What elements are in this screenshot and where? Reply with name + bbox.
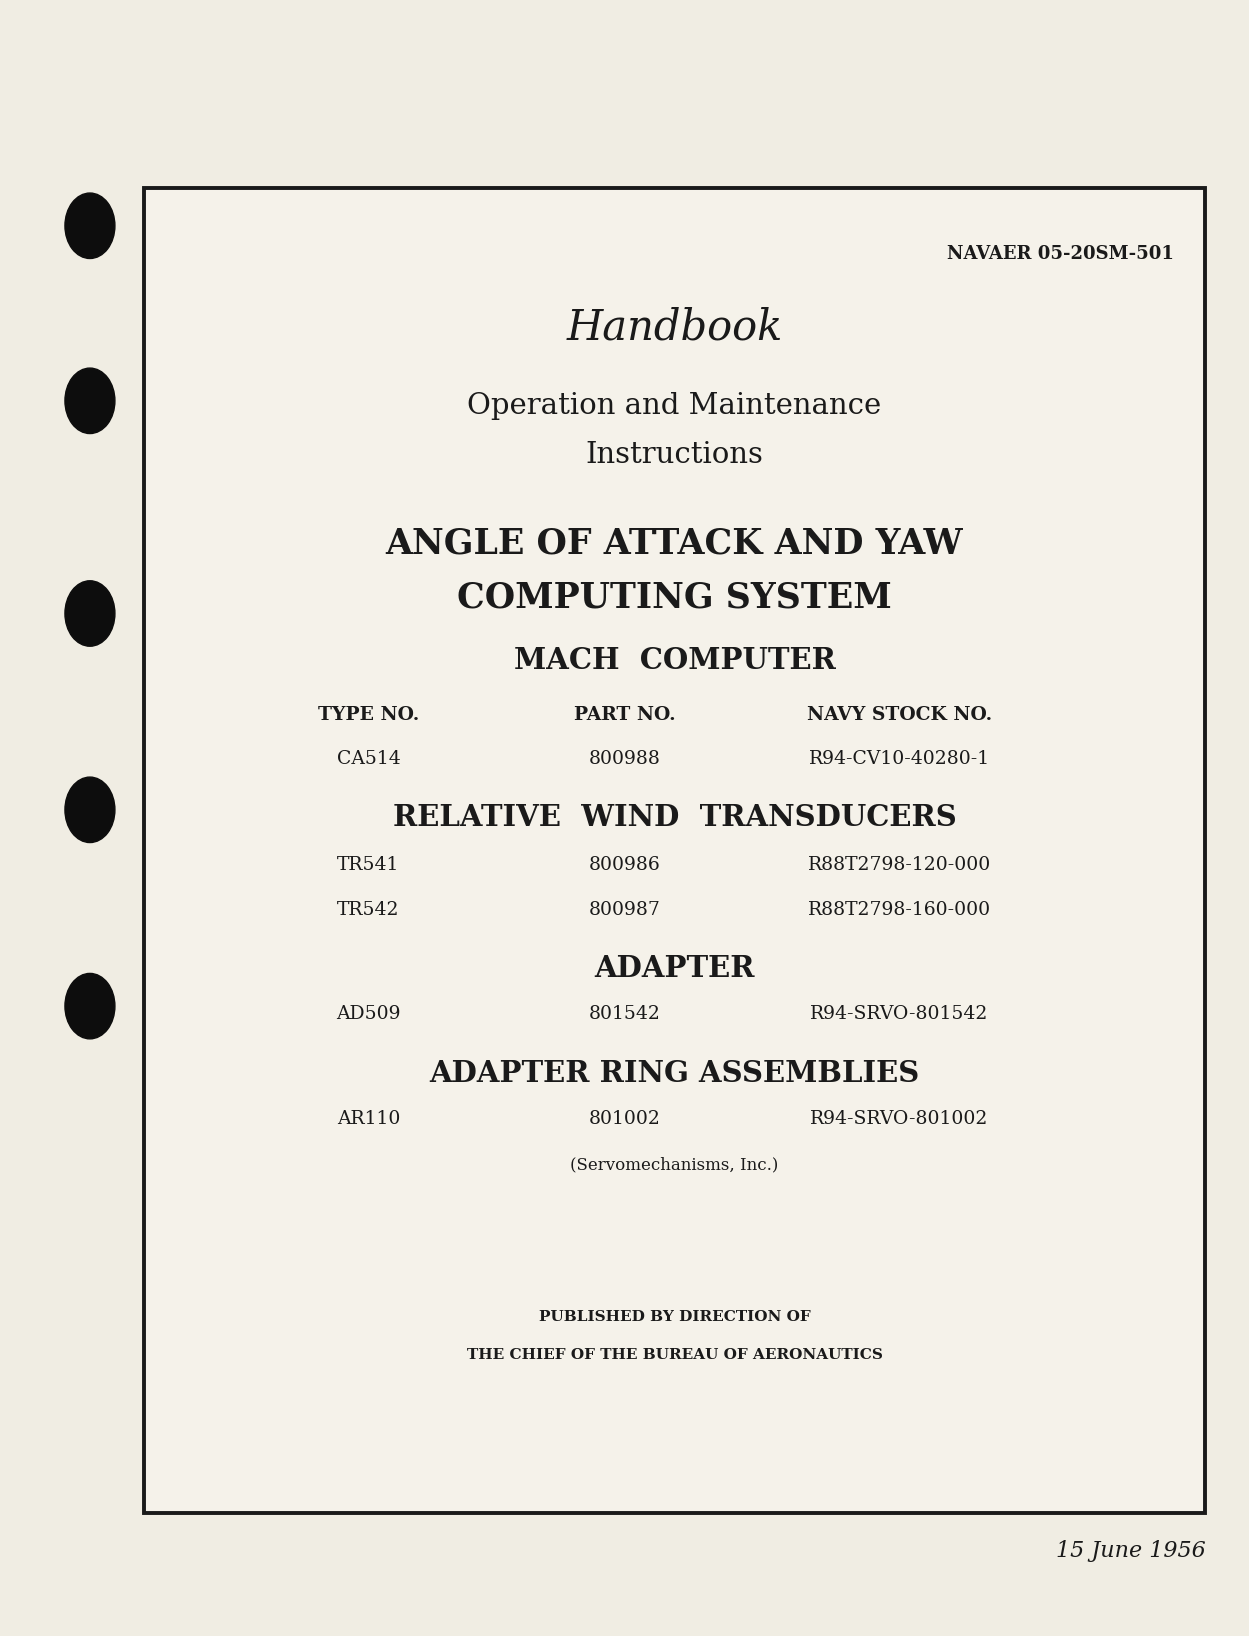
Text: MACH  COMPUTER: MACH COMPUTER bbox=[513, 646, 836, 676]
Circle shape bbox=[65, 368, 115, 434]
Text: CA514: CA514 bbox=[336, 749, 401, 769]
Text: R88T2798-120-000: R88T2798-120-000 bbox=[808, 856, 990, 875]
Text: (Servomechanisms, Inc.): (Servomechanisms, Inc.) bbox=[571, 1157, 778, 1173]
Text: Operation and Maintenance: Operation and Maintenance bbox=[467, 391, 882, 420]
Text: TR541: TR541 bbox=[337, 856, 400, 875]
Circle shape bbox=[65, 777, 115, 843]
Text: TYPE NO.: TYPE NO. bbox=[317, 705, 420, 725]
Text: R94-SRVO-801002: R94-SRVO-801002 bbox=[811, 1109, 988, 1129]
Text: NAVY STOCK NO.: NAVY STOCK NO. bbox=[807, 705, 992, 725]
Text: R88T2798-160-000: R88T2798-160-000 bbox=[808, 900, 990, 919]
Text: COMPUTING SYSTEM: COMPUTING SYSTEM bbox=[457, 581, 892, 614]
Text: ANGLE OF ATTACK AND YAW: ANGLE OF ATTACK AND YAW bbox=[386, 527, 963, 560]
Text: NAVAER 05-20SM-501: NAVAER 05-20SM-501 bbox=[947, 245, 1174, 263]
FancyBboxPatch shape bbox=[144, 188, 1205, 1513]
Text: 800988: 800988 bbox=[588, 749, 661, 769]
Text: AD509: AD509 bbox=[336, 1005, 401, 1024]
Text: AR110: AR110 bbox=[337, 1109, 400, 1129]
Text: 800987: 800987 bbox=[588, 900, 661, 919]
Text: 15 June 1956: 15 June 1956 bbox=[1055, 1539, 1205, 1562]
Text: PART NO.: PART NO. bbox=[573, 705, 676, 725]
Circle shape bbox=[65, 193, 115, 258]
Text: PUBLISHED BY DIRECTION OF: PUBLISHED BY DIRECTION OF bbox=[538, 1310, 811, 1324]
Text: Handbook: Handbook bbox=[566, 306, 783, 348]
Text: 800986: 800986 bbox=[588, 856, 661, 875]
Text: 801002: 801002 bbox=[588, 1109, 661, 1129]
Text: RELATIVE  WIND  TRANSDUCERS: RELATIVE WIND TRANSDUCERS bbox=[392, 803, 957, 833]
Text: R94-CV10-40280-1: R94-CV10-40280-1 bbox=[808, 749, 990, 769]
Text: ADAPTER RING ASSEMBLIES: ADAPTER RING ASSEMBLIES bbox=[430, 1058, 919, 1088]
Circle shape bbox=[65, 581, 115, 646]
Text: R94-SRVO-801542: R94-SRVO-801542 bbox=[811, 1005, 988, 1024]
Text: ADAPTER: ADAPTER bbox=[595, 954, 754, 983]
Text: 801542: 801542 bbox=[588, 1005, 661, 1024]
Text: TR542: TR542 bbox=[337, 900, 400, 919]
Circle shape bbox=[65, 973, 115, 1039]
Text: Instructions: Instructions bbox=[586, 440, 763, 470]
Text: THE CHIEF OF THE BUREAU OF AERONAUTICS: THE CHIEF OF THE BUREAU OF AERONAUTICS bbox=[467, 1348, 882, 1361]
